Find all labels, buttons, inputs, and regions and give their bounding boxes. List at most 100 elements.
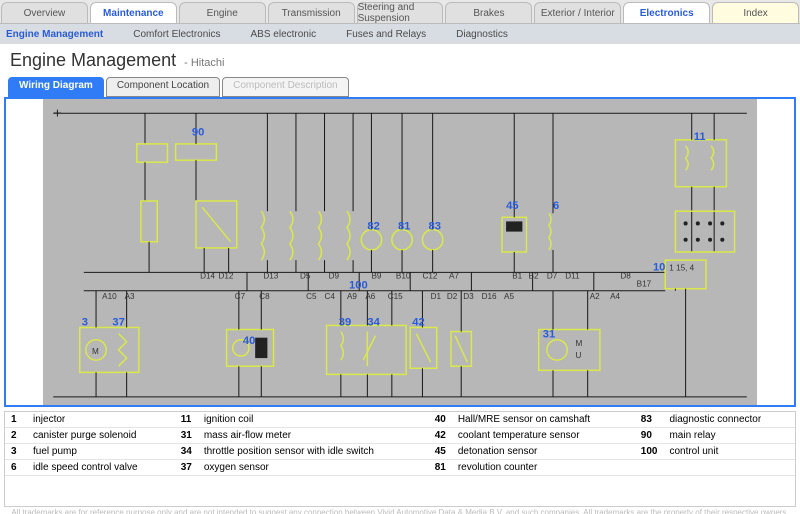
svg-text:D3: D3	[463, 292, 474, 301]
svg-text:34: 34	[367, 316, 380, 328]
svg-text:D16: D16	[482, 292, 497, 301]
sub-tab-engine-management[interactable]: Engine Management	[6, 29, 103, 40]
legend-num: 83	[635, 412, 664, 428]
svg-text:1 15, 4: 1 15, 4	[669, 263, 694, 272]
svg-text:U: U	[575, 351, 581, 360]
svg-text:83: 83	[429, 221, 441, 233]
legend-row: 3fuel pump34throttle position sensor wit…	[5, 444, 795, 460]
svg-text:A9: A9	[347, 292, 357, 301]
legend-label: main relay	[663, 428, 795, 444]
legend-label: canister purge solenoid	[27, 428, 175, 444]
view-tab-bar: Wiring DiagramComponent LocationComponen…	[8, 77, 800, 97]
legend-num: 100	[635, 444, 664, 460]
legend-num: 2	[5, 428, 27, 444]
sub-tab-abs-electronic[interactable]: ABS electronic	[251, 29, 317, 40]
svg-text:B2: B2	[529, 272, 539, 281]
top-tab-steering-and-suspension[interactable]: Steering and Suspension	[357, 2, 444, 23]
svg-text:D2: D2	[447, 292, 458, 301]
legend-row: 2canister purge solenoid31mass air-flow …	[5, 428, 795, 444]
view-tab-component-location[interactable]: Component Location	[106, 77, 220, 97]
svg-text:M: M	[92, 347, 99, 356]
top-tab-transmission[interactable]: Transmission	[268, 2, 355, 23]
top-tab-brakes[interactable]: Brakes	[445, 2, 532, 23]
top-tab-index[interactable]: Index	[712, 2, 799, 23]
svg-text:C12: C12	[422, 272, 437, 281]
legend-num: 81	[429, 460, 452, 476]
legend-label: Hall/MRE sensor on camshaft	[452, 412, 635, 428]
svg-text:40: 40	[243, 335, 255, 347]
svg-text:10: 10	[653, 261, 665, 273]
svg-text:B9: B9	[371, 272, 381, 281]
svg-text:90: 90	[192, 127, 204, 139]
component-legend[interactable]: 1injector11ignition coil40Hall/MRE senso…	[4, 411, 796, 507]
legend-num: 40	[429, 412, 452, 428]
legend-label: diagnostic connector	[663, 412, 795, 428]
sub-tab-bar: Engine Management Comfort Electronics ABS …	[0, 24, 800, 44]
svg-text:C4: C4	[325, 292, 336, 301]
legend-num: 37	[175, 460, 198, 476]
svg-text:D11: D11	[565, 272, 580, 281]
svg-text:37: 37	[112, 316, 124, 328]
page-title: Engine Management	[10, 50, 176, 71]
svg-text:A5: A5	[504, 292, 514, 301]
top-tab-engine[interactable]: Engine	[179, 2, 266, 23]
legend-label: ignition coil	[198, 412, 429, 428]
svg-text:A7: A7	[449, 272, 459, 281]
view-tab-wiring-diagram[interactable]: Wiring Diagram	[8, 77, 104, 97]
legend-row: 6idle speed control valve37oxygen sensor…	[5, 460, 795, 476]
wiring-diagram-svg[interactable]: +1 15, 4MMUD14D12D13D5D9B9B10C12A7B1B2D7…	[6, 99, 794, 405]
svg-text:C7: C7	[235, 292, 246, 301]
page-subtitle: - Hitachi	[184, 57, 224, 69]
svg-text:D13: D13	[263, 272, 278, 281]
legend-label	[663, 460, 795, 476]
svg-text:D7: D7	[547, 272, 558, 281]
legend-num: 45	[429, 444, 452, 460]
disclaimer-footer: All trademarks are for reference purpose…	[0, 507, 800, 514]
svg-text:D5: D5	[300, 272, 311, 281]
legend-label: detonation sensor	[452, 444, 635, 460]
sub-tab-fuses-and-relays[interactable]: Fuses and Relays	[346, 29, 426, 40]
svg-text:39: 39	[339, 316, 351, 328]
legend-label: injector	[27, 412, 175, 428]
legend-num: 3	[5, 444, 27, 460]
legend-label: control unit	[663, 444, 795, 460]
svg-text:D12: D12	[218, 272, 233, 281]
view-tab-component-description: Component Description	[222, 77, 349, 97]
legend-table: 1injector11ignition coil40Hall/MRE senso…	[5, 412, 795, 476]
legend-label: fuel pump	[27, 444, 175, 460]
top-tab-maintenance[interactable]: Maintenance	[90, 2, 177, 23]
legend-row: 1injector11ignition coil40Hall/MRE senso…	[5, 412, 795, 428]
legend-num: 1	[5, 412, 27, 428]
legend-label: revolution counter	[452, 460, 635, 476]
top-tab-exterior-interior[interactable]: Exterior / Interior	[534, 2, 621, 23]
svg-text:6: 6	[553, 200, 559, 212]
sub-tab-diagnostics[interactable]: Diagnostics	[456, 29, 508, 40]
svg-text:B10: B10	[396, 272, 411, 281]
svg-text:C5: C5	[306, 292, 317, 301]
svg-text:B1: B1	[512, 272, 522, 281]
legend-label: oxygen sensor	[198, 460, 429, 476]
svg-text:D9: D9	[329, 272, 340, 281]
svg-text:A4: A4	[610, 292, 620, 301]
svg-text:D1: D1	[431, 292, 442, 301]
svg-text:82: 82	[367, 221, 379, 233]
legend-label: coolant temperature sensor	[452, 428, 635, 444]
legend-num: 11	[175, 412, 198, 428]
wiring-diagram-panel: +1 15, 4MMUD14D12D13D5D9B9B10C12A7B1B2D7…	[4, 97, 796, 407]
svg-text:C15: C15	[388, 292, 403, 301]
top-tab-overview[interactable]: Overview	[1, 2, 88, 23]
top-tab-bar: OverviewMaintenanceEngineTransmissionSte…	[0, 0, 800, 24]
legend-label: idle speed control valve	[27, 460, 175, 476]
svg-text:B17: B17	[637, 280, 652, 289]
svg-text:A3: A3	[125, 292, 135, 301]
legend-label: throttle position sensor with idle switc…	[198, 444, 429, 460]
top-tab-electronics[interactable]: Electronics	[623, 2, 710, 23]
sub-tab-comfort-electronics[interactable]: Comfort Electronics	[133, 29, 220, 40]
svg-text:3: 3	[82, 316, 88, 328]
svg-text:A6: A6	[365, 292, 375, 301]
svg-text:A2: A2	[590, 292, 600, 301]
svg-text:81: 81	[398, 221, 410, 233]
legend-num: 6	[5, 460, 27, 476]
legend-num: 34	[175, 444, 198, 460]
legend-num: 42	[429, 428, 452, 444]
